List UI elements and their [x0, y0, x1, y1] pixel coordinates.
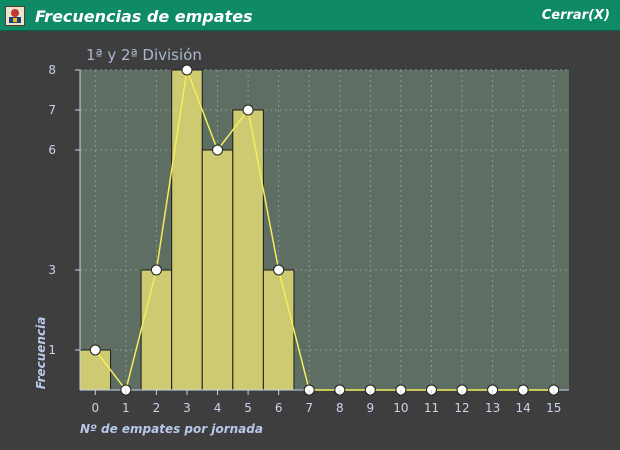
title-bar: Frecuencias de empates Cerrar(X): [0, 0, 620, 31]
x-tick-label: 1: [122, 401, 130, 415]
data-point: [273, 264, 285, 276]
x-tick-label: 14: [516, 401, 531, 415]
app-logo-icon: [5, 6, 25, 26]
x-tick-label: 7: [305, 401, 313, 415]
bar: [262, 269, 295, 391]
bar: [140, 269, 173, 391]
y-tick-label: 1: [48, 343, 56, 357]
y-tick-label: 3: [48, 263, 56, 277]
window-title: Frecuencias de empates: [35, 7, 253, 26]
x-tick-label: 11: [424, 401, 439, 415]
data-point: [181, 64, 193, 76]
x-tick-label: 15: [546, 401, 561, 415]
x-tick-label: 12: [454, 401, 469, 415]
x-tick-label: 2: [153, 401, 161, 415]
y-tick-label: 6: [48, 143, 56, 157]
series-line: [94, 67, 554, 392]
x-tick-label: 10: [393, 401, 408, 415]
x-tick-label: 6: [275, 401, 283, 415]
bar: [201, 149, 234, 391]
chart-title: 1ª y 2ª División: [86, 46, 202, 64]
x-tick-label: 13: [485, 401, 500, 415]
y-tick-label: 7: [48, 103, 56, 117]
data-point: [212, 144, 224, 156]
x-tick-label: 0: [91, 401, 99, 415]
data-point: [150, 264, 162, 276]
x-tick-label: 9: [367, 401, 375, 415]
data-point: [89, 344, 101, 356]
data-point: [242, 104, 254, 116]
x-tick-label: 4: [214, 401, 222, 415]
bar: [79, 349, 112, 391]
app-logo-icon-graphic: [6, 7, 24, 25]
close-button[interactable]: Cerrar(X): [541, 8, 610, 23]
x-tick-label: 3: [183, 401, 191, 415]
y-tick-label: 8: [48, 63, 56, 77]
bar: [232, 109, 264, 391]
y-axis-label: Frecuencia: [34, 317, 48, 390]
x-tick-label: 8: [336, 401, 344, 415]
x-tick-label: 5: [244, 401, 252, 415]
x-axis-label: Nº de empates por jornada: [80, 422, 263, 436]
bar: [171, 69, 203, 391]
